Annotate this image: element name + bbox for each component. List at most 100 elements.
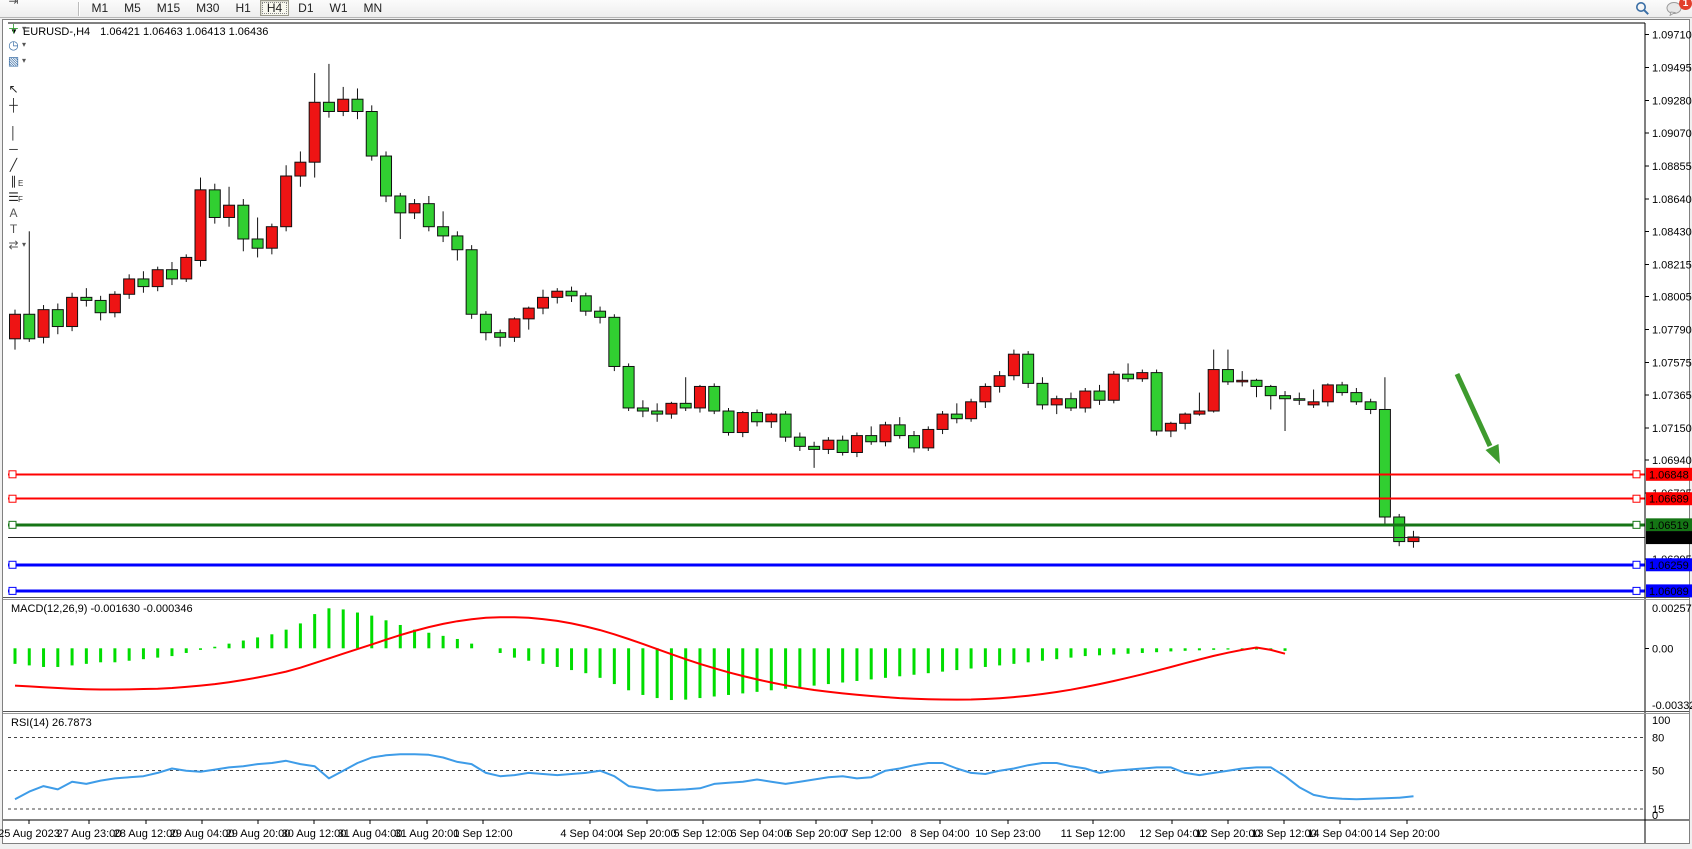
arrows-button[interactable]: ⇄ ▾: [4, 237, 74, 253]
timeframe-m15[interactable]: M15: [156, 1, 181, 15]
chevron-down-icon: ▾: [22, 24, 27, 33]
toolbar-separator: [78, 1, 80, 16]
line-handle: [1632, 586, 1641, 595]
chart-window[interactable]: [2, 19, 1690, 844]
fibonacci-button[interactable]: ☰ F: [4, 189, 74, 205]
candle: [1321, 383, 1334, 407]
horizontal-line-1.06689[interactable]: 1.06689: [8, 492, 1692, 506]
chat-bubble-icon: [1666, 2, 1682, 16]
channel-button[interactable]: ∥ E: [4, 173, 74, 189]
candle: [1293, 392, 1306, 405]
candle: [693, 384, 706, 413]
horizontal-line-1.06848[interactable]: 1.06848: [8, 467, 1692, 482]
indicators-button[interactable]: ＋ ▾: [4, 21, 74, 37]
timeframe-h4[interactable]: H4: [259, 0, 290, 16]
cursor-icon: ↖: [8, 81, 19, 96]
chart-ohlc-values: 1.06421 1.06463 1.06413 1.06436: [100, 26, 269, 38]
candle: [479, 311, 492, 341]
vertical-line-button[interactable]: │: [4, 125, 74, 141]
horizontal-line-1.06089[interactable]: 1.06089: [8, 584, 1692, 598]
templates-button[interactable]: ▧ ▾: [4, 53, 74, 69]
line-handle: [8, 520, 17, 529]
timeframe-h1[interactable]: H1: [235, 1, 251, 15]
time-tick-label: 27 Aug 23:00: [57, 828, 122, 840]
candle: [1279, 391, 1292, 431]
line-price-label: 1.06689: [1649, 494, 1689, 506]
candle: [251, 217, 264, 258]
time-tick-label: 29 Aug 20:00: [226, 828, 291, 840]
chevron-down-icon: ▾: [22, 240, 27, 249]
line-price-label: 1.06089: [1649, 586, 1689, 598]
candle: [665, 401, 678, 419]
chart-shift-button[interactable]: ⇥: [4, 0, 74, 9]
candle: [565, 286, 578, 302]
candle: [151, 266, 164, 292]
macd-scale-min: -0.003326: [1652, 700, 1692, 712]
cursor-button[interactable]: ↖: [4, 81, 74, 97]
candle: [793, 432, 806, 451]
down-arrow-annotation[interactable]: [1454, 372, 1500, 464]
candle: [1207, 349, 1220, 413]
candle: [1393, 513, 1406, 547]
horizontal-line-1.06519[interactable]: 1.06519: [8, 518, 1692, 532]
horizontal-line-1.06259[interactable]: 1.06259: [8, 558, 1692, 572]
equidistant-channel-icon-sub: E: [18, 179, 24, 188]
chevron-down-icon: ▾: [22, 56, 27, 65]
timeframe-w1[interactable]: W1: [329, 1, 348, 15]
timeframe-m30[interactable]: M30: [196, 1, 220, 15]
timeframe-mn[interactable]: MN: [363, 1, 383, 15]
text-label-icon: T: [9, 221, 18, 236]
candle: [1221, 349, 1234, 385]
candle: [108, 291, 121, 318]
line-price-label: 1.06519: [1649, 520, 1689, 532]
candle: [679, 377, 692, 412]
text-button[interactable]: A: [4, 205, 74, 221]
price-tick-label: 1.08855: [1652, 161, 1692, 173]
time-tick-label: 31 Aug 20:00: [395, 828, 460, 840]
trendline-button[interactable]: ╱: [4, 157, 74, 173]
candle: [408, 199, 421, 220]
price-tick-label: 1.09070: [1652, 128, 1692, 140]
time-tick-label: 11 Sep 12:00: [1061, 828, 1126, 840]
text-label-button[interactable]: T: [4, 221, 74, 237]
price-tick-label: 1.07575: [1652, 358, 1692, 370]
notifications-button[interactable]: 1: [1663, 0, 1692, 17]
periods-button[interactable]: ◷ ▾: [4, 37, 74, 53]
chart-title[interactable]: ▼ EURUSD-,H4 1.06421 1.06463 1.06413 1.064…: [10, 26, 268, 38]
price-tick-label: 1.08005: [1652, 292, 1692, 304]
candle: [850, 432, 863, 458]
candle: [979, 383, 992, 408]
horizontal-line-button[interactable]: ─: [4, 141, 74, 157]
time-tick-label: 10 Sep 23:00: [975, 828, 1040, 840]
price-tick-label: 1.08430: [1652, 226, 1692, 238]
candle: [950, 403, 963, 424]
candle: [1250, 378, 1263, 398]
candle: [708, 383, 721, 415]
candle: [422, 195, 435, 232]
time-tick-label: 6 Sep 04:00: [730, 828, 789, 840]
search-button[interactable]: [1632, 1, 1653, 17]
candle: [1193, 392, 1206, 416]
time-tick-label: 31 Aug 04:00: [338, 828, 403, 840]
candle: [522, 306, 535, 330]
timeframe-m5[interactable]: M5: [124, 1, 141, 15]
time-tick-label: 1 Sep 12:00: [453, 828, 512, 840]
price-tick-label: 1.08640: [1652, 194, 1692, 206]
candle: [265, 223, 278, 255]
timeframe-m1[interactable]: M1: [91, 1, 109, 15]
time-tick-label: 14 Sep 04:00: [1307, 828, 1372, 840]
line-handle: [8, 470, 17, 479]
crosshair-button[interactable]: ┼: [4, 97, 74, 113]
candle: [922, 426, 935, 451]
candle: [765, 412, 778, 428]
candle: [508, 317, 521, 342]
candle: [37, 305, 50, 344]
candle: [1107, 371, 1120, 404]
candle: [1022, 351, 1035, 388]
timeframe-d1[interactable]: D1: [298, 1, 314, 15]
line-handle: [1632, 470, 1641, 479]
candle: [736, 411, 749, 438]
candle: [822, 437, 835, 455]
chart-collapse-icon[interactable]: ▼: [10, 27, 18, 36]
